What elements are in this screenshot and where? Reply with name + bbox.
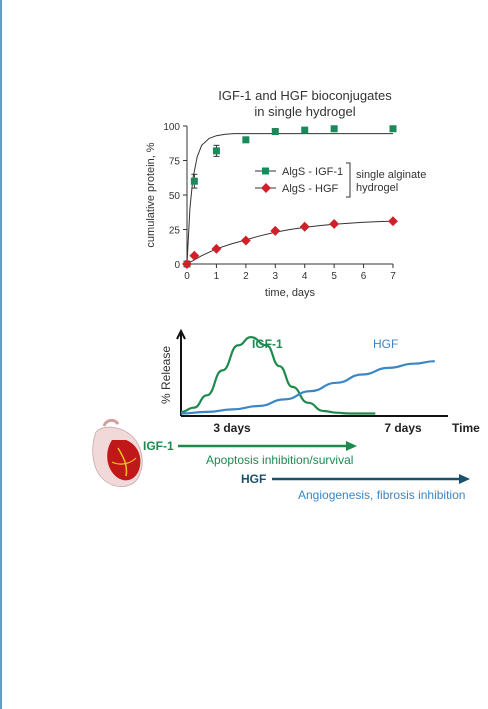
release-curve-hgf xyxy=(180,360,435,415)
data-point-igf xyxy=(301,126,309,134)
timeline-igf-label: IGF-1 xyxy=(143,439,174,453)
legend-bracket xyxy=(346,162,351,198)
release-mark-3days: 3 days xyxy=(213,421,251,435)
legend-hgf-marker xyxy=(261,183,271,193)
legend-igf-marker xyxy=(262,167,269,175)
cumulative-release-plot: 0 25 50 75 100 0 1 2 3 4 5 6 7 xyxy=(163,122,398,282)
x-tick-label: 1 xyxy=(214,271,220,282)
chart-title: IGF-1 and HGF bioconjugates xyxy=(218,88,392,103)
release-profile-plot xyxy=(176,328,448,417)
x-tick-label: 6 xyxy=(361,271,367,282)
data-point-hgf xyxy=(189,250,200,261)
y-tick-label: 0 xyxy=(174,260,180,271)
x-axis-label: time, days xyxy=(265,287,316,299)
timeline-igf-effect: Apoptosis inhibition/survival xyxy=(206,453,353,467)
data-point-igf xyxy=(242,136,250,144)
timeline-hgf-arrowhead xyxy=(459,474,470,484)
data-point-hgf xyxy=(388,216,398,227)
data-point-hgf xyxy=(270,225,281,236)
legend-hgf-label: AlgS - HGF xyxy=(282,183,339,195)
page-margin-rule xyxy=(0,0,2,709)
x-tick-label: 5 xyxy=(331,271,337,282)
legend-igf-label: AlgS - IGF-1 xyxy=(282,166,343,178)
timeline: IGF-1 Apoptosis inhibition/survival HGF … xyxy=(143,439,470,502)
release-y-label: % Release xyxy=(159,346,173,404)
heart-illustration xyxy=(92,418,143,487)
x-tick-label: 4 xyxy=(302,271,308,282)
y-axis-label: cumulative protein, % xyxy=(145,142,157,247)
y-tick-label: 50 xyxy=(169,191,181,202)
chart-subtitle: in single hydrogel xyxy=(254,104,355,119)
data-point-hgf xyxy=(182,259,192,269)
release-curve-igf xyxy=(180,335,376,415)
data-point-igf xyxy=(330,125,338,133)
legend: AlgS - IGF-1 AlgS - HGF single alginate … xyxy=(255,162,429,198)
data-point-igf xyxy=(212,147,220,155)
timeline-hgf-label: HGF xyxy=(241,472,266,486)
release-igf-label: IGF-1 xyxy=(252,337,283,351)
x-tick-label: 7 xyxy=(390,271,396,282)
release-hgf-label: HGF xyxy=(373,337,398,351)
release-mark-7days: 7 days xyxy=(384,421,422,435)
data-point-hgf xyxy=(299,221,310,232)
release-y-arrowhead xyxy=(176,328,186,340)
y-tick-label: 75 xyxy=(169,157,181,168)
data-point-igf xyxy=(190,177,198,185)
fit-curve-igf xyxy=(186,133,393,265)
release-x-label: Time xyxy=(452,421,480,435)
data-point-igf xyxy=(271,128,279,136)
x-tick-label: 2 xyxy=(243,271,249,282)
fit-curve-hgf xyxy=(186,220,394,265)
x-tick-label: 0 xyxy=(184,271,190,282)
y-tick-label: 100 xyxy=(163,122,180,133)
y-tick-label: 25 xyxy=(169,226,181,237)
legend-bracket-label: single alginate hydrogel xyxy=(356,169,429,194)
data-point-hgf xyxy=(240,235,251,246)
data-point-hgf xyxy=(211,243,222,254)
timeline-igf-arrowhead xyxy=(346,441,357,451)
x-tick-label: 3 xyxy=(273,271,279,282)
data-point-hgf xyxy=(329,219,340,229)
data-point-igf xyxy=(389,125,397,133)
timeline-hgf-effect: Angiogenesis, fibrosis inhibition xyxy=(298,488,465,502)
